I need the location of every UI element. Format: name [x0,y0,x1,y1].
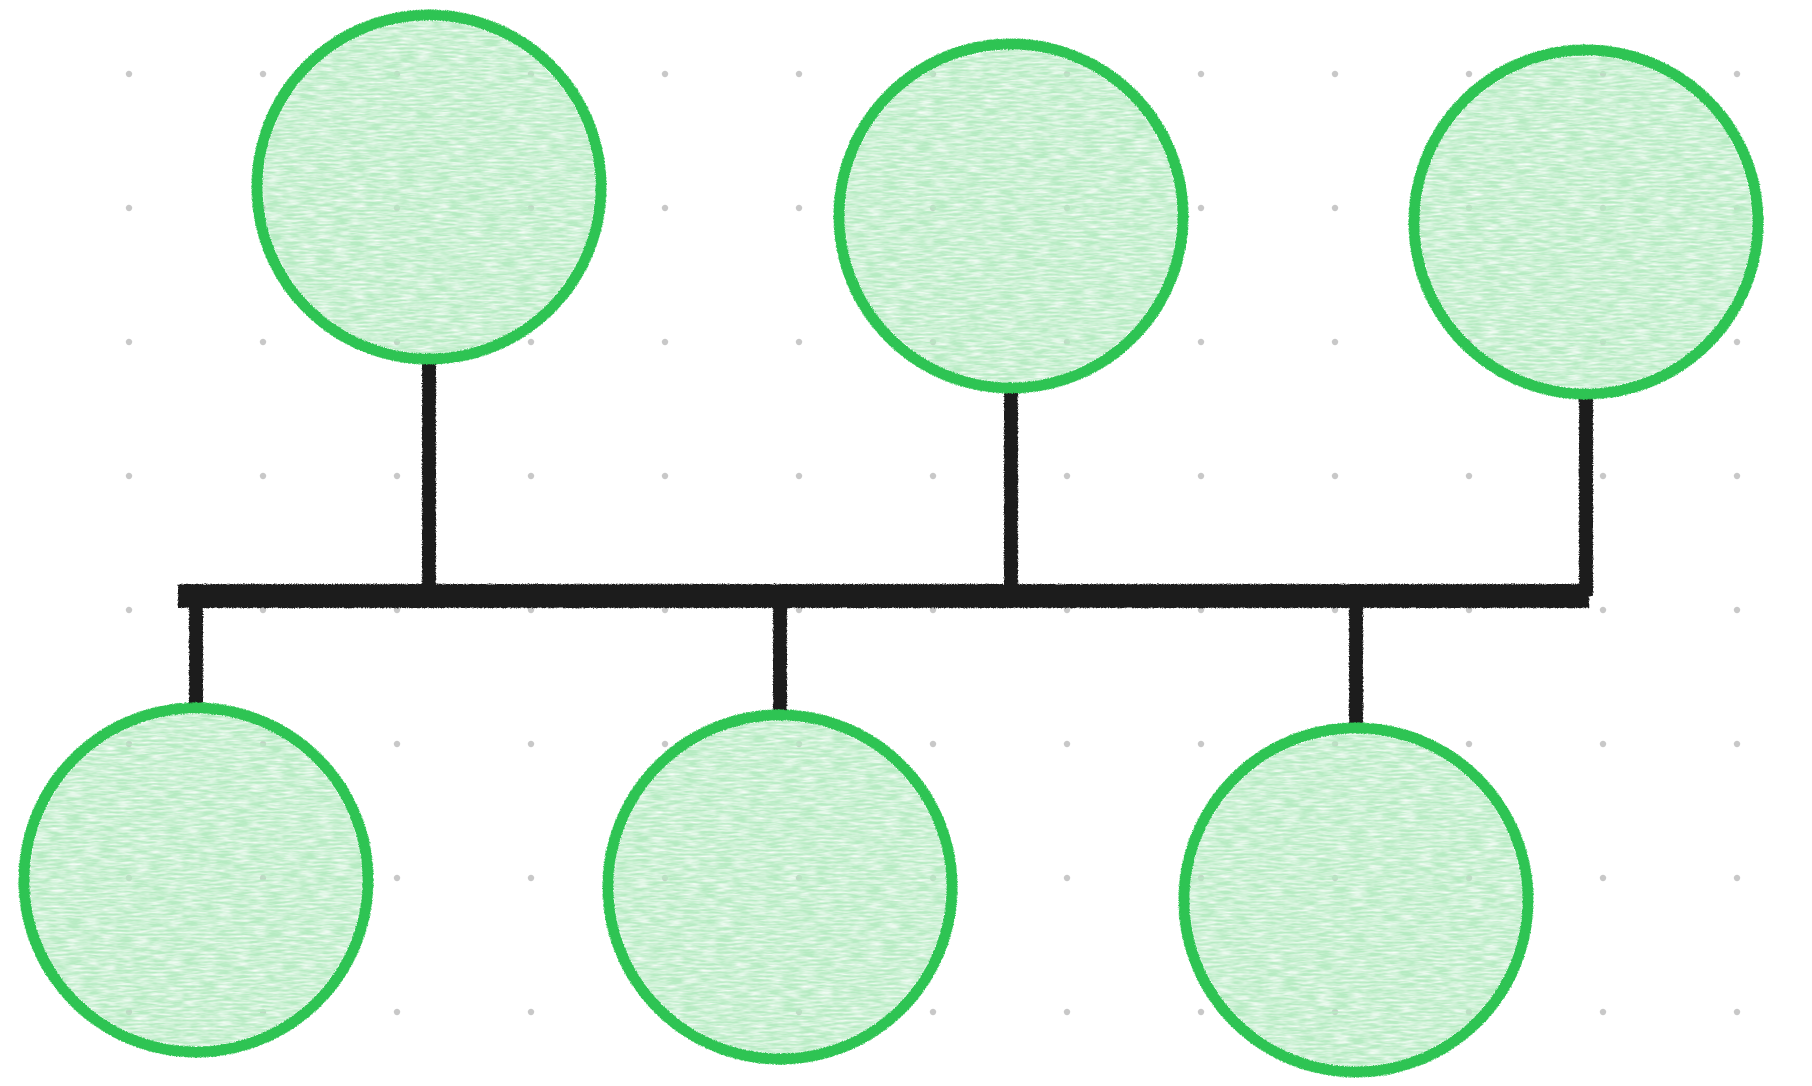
grid-dot [795,70,803,78]
grid-dot [527,472,535,480]
grid-dot [527,338,535,346]
grid-dot [125,472,133,480]
grid-dot [1331,338,1339,346]
grid-dot [259,70,267,78]
grid-dot [259,472,267,480]
grid-dot [393,740,401,748]
grid-dot [661,204,669,212]
grid-dot [393,874,401,882]
grid-dot [661,338,669,346]
node-outline [833,38,1189,394]
bus-node [602,709,958,1065]
bus-node [1178,722,1534,1078]
grid-dot [1465,70,1473,78]
grid-dot [1733,606,1741,614]
grid-dot [1733,70,1741,78]
grid-dot [125,338,133,346]
grid-dot [1465,740,1473,748]
node-fill [1190,734,1522,1066]
grid-dot [661,472,669,480]
node-outline [251,9,607,365]
grid-dot [1465,606,1473,614]
node-outline [602,709,958,1065]
grid-dot [1331,472,1339,480]
grid-dot [1599,1008,1607,1016]
grid-dot [1599,740,1607,748]
grid-dot [1063,606,1071,614]
grid-dot [1197,472,1205,480]
grid-dot [1197,70,1205,78]
grid-dot [393,1008,401,1016]
bus-node [833,38,1189,394]
grid-dot [661,70,669,78]
grid-dot [661,606,669,614]
grid-dot [1063,740,1071,748]
node-outline [1178,722,1534,1078]
grid-dot [1331,606,1339,614]
grid-dot [1599,472,1607,480]
bus-node [18,702,374,1058]
grid-dot [929,472,937,480]
grid-dot [393,472,401,480]
grid-dot [1197,338,1205,346]
grid-dot [1197,740,1205,748]
grid-dot [527,1008,535,1016]
node-fill [845,50,1177,382]
grid-dot [1599,606,1607,614]
node-fill [614,721,946,1053]
grid-dot [1063,472,1071,480]
node-fill [263,21,595,353]
grid-dot [929,1008,937,1016]
bus-lines [178,359,1593,728]
grid-dot [1197,204,1205,212]
grid-dot [1197,606,1205,614]
grid-dot [929,606,937,614]
grid-dot [929,740,937,748]
grid-dot [259,606,267,614]
node-fill [1420,56,1752,388]
node-outline [1408,44,1764,400]
grid-dot [661,740,669,748]
grid-dot [527,606,535,614]
node-outline [18,702,374,1058]
bus-node [1408,44,1764,400]
bus-node [251,9,607,365]
grid-dot [527,874,535,882]
grid-dot [125,70,133,78]
grid-dot [795,472,803,480]
grid-dot [1733,874,1741,882]
grid-dot [1331,204,1339,212]
grid-dot [1599,874,1607,882]
grid-dot [259,338,267,346]
grid-dot [1063,1008,1071,1016]
grid-dot [1063,874,1071,882]
grid-dot [527,740,535,748]
grid-dot [125,204,133,212]
grid-dot [1733,1008,1741,1016]
grid-dot [795,606,803,614]
node-fill [30,714,362,1046]
grid-dot [125,606,133,614]
grid-dot [1733,740,1741,748]
grid-dot [1733,472,1741,480]
grid-dot [795,204,803,212]
grid-dot [1331,70,1339,78]
grid-dot [1465,472,1473,480]
grid-dot [1197,1008,1205,1016]
nodes [18,9,1764,1078]
grid-dot [795,338,803,346]
grid-dot [393,606,401,614]
grid-dot [1733,338,1741,346]
